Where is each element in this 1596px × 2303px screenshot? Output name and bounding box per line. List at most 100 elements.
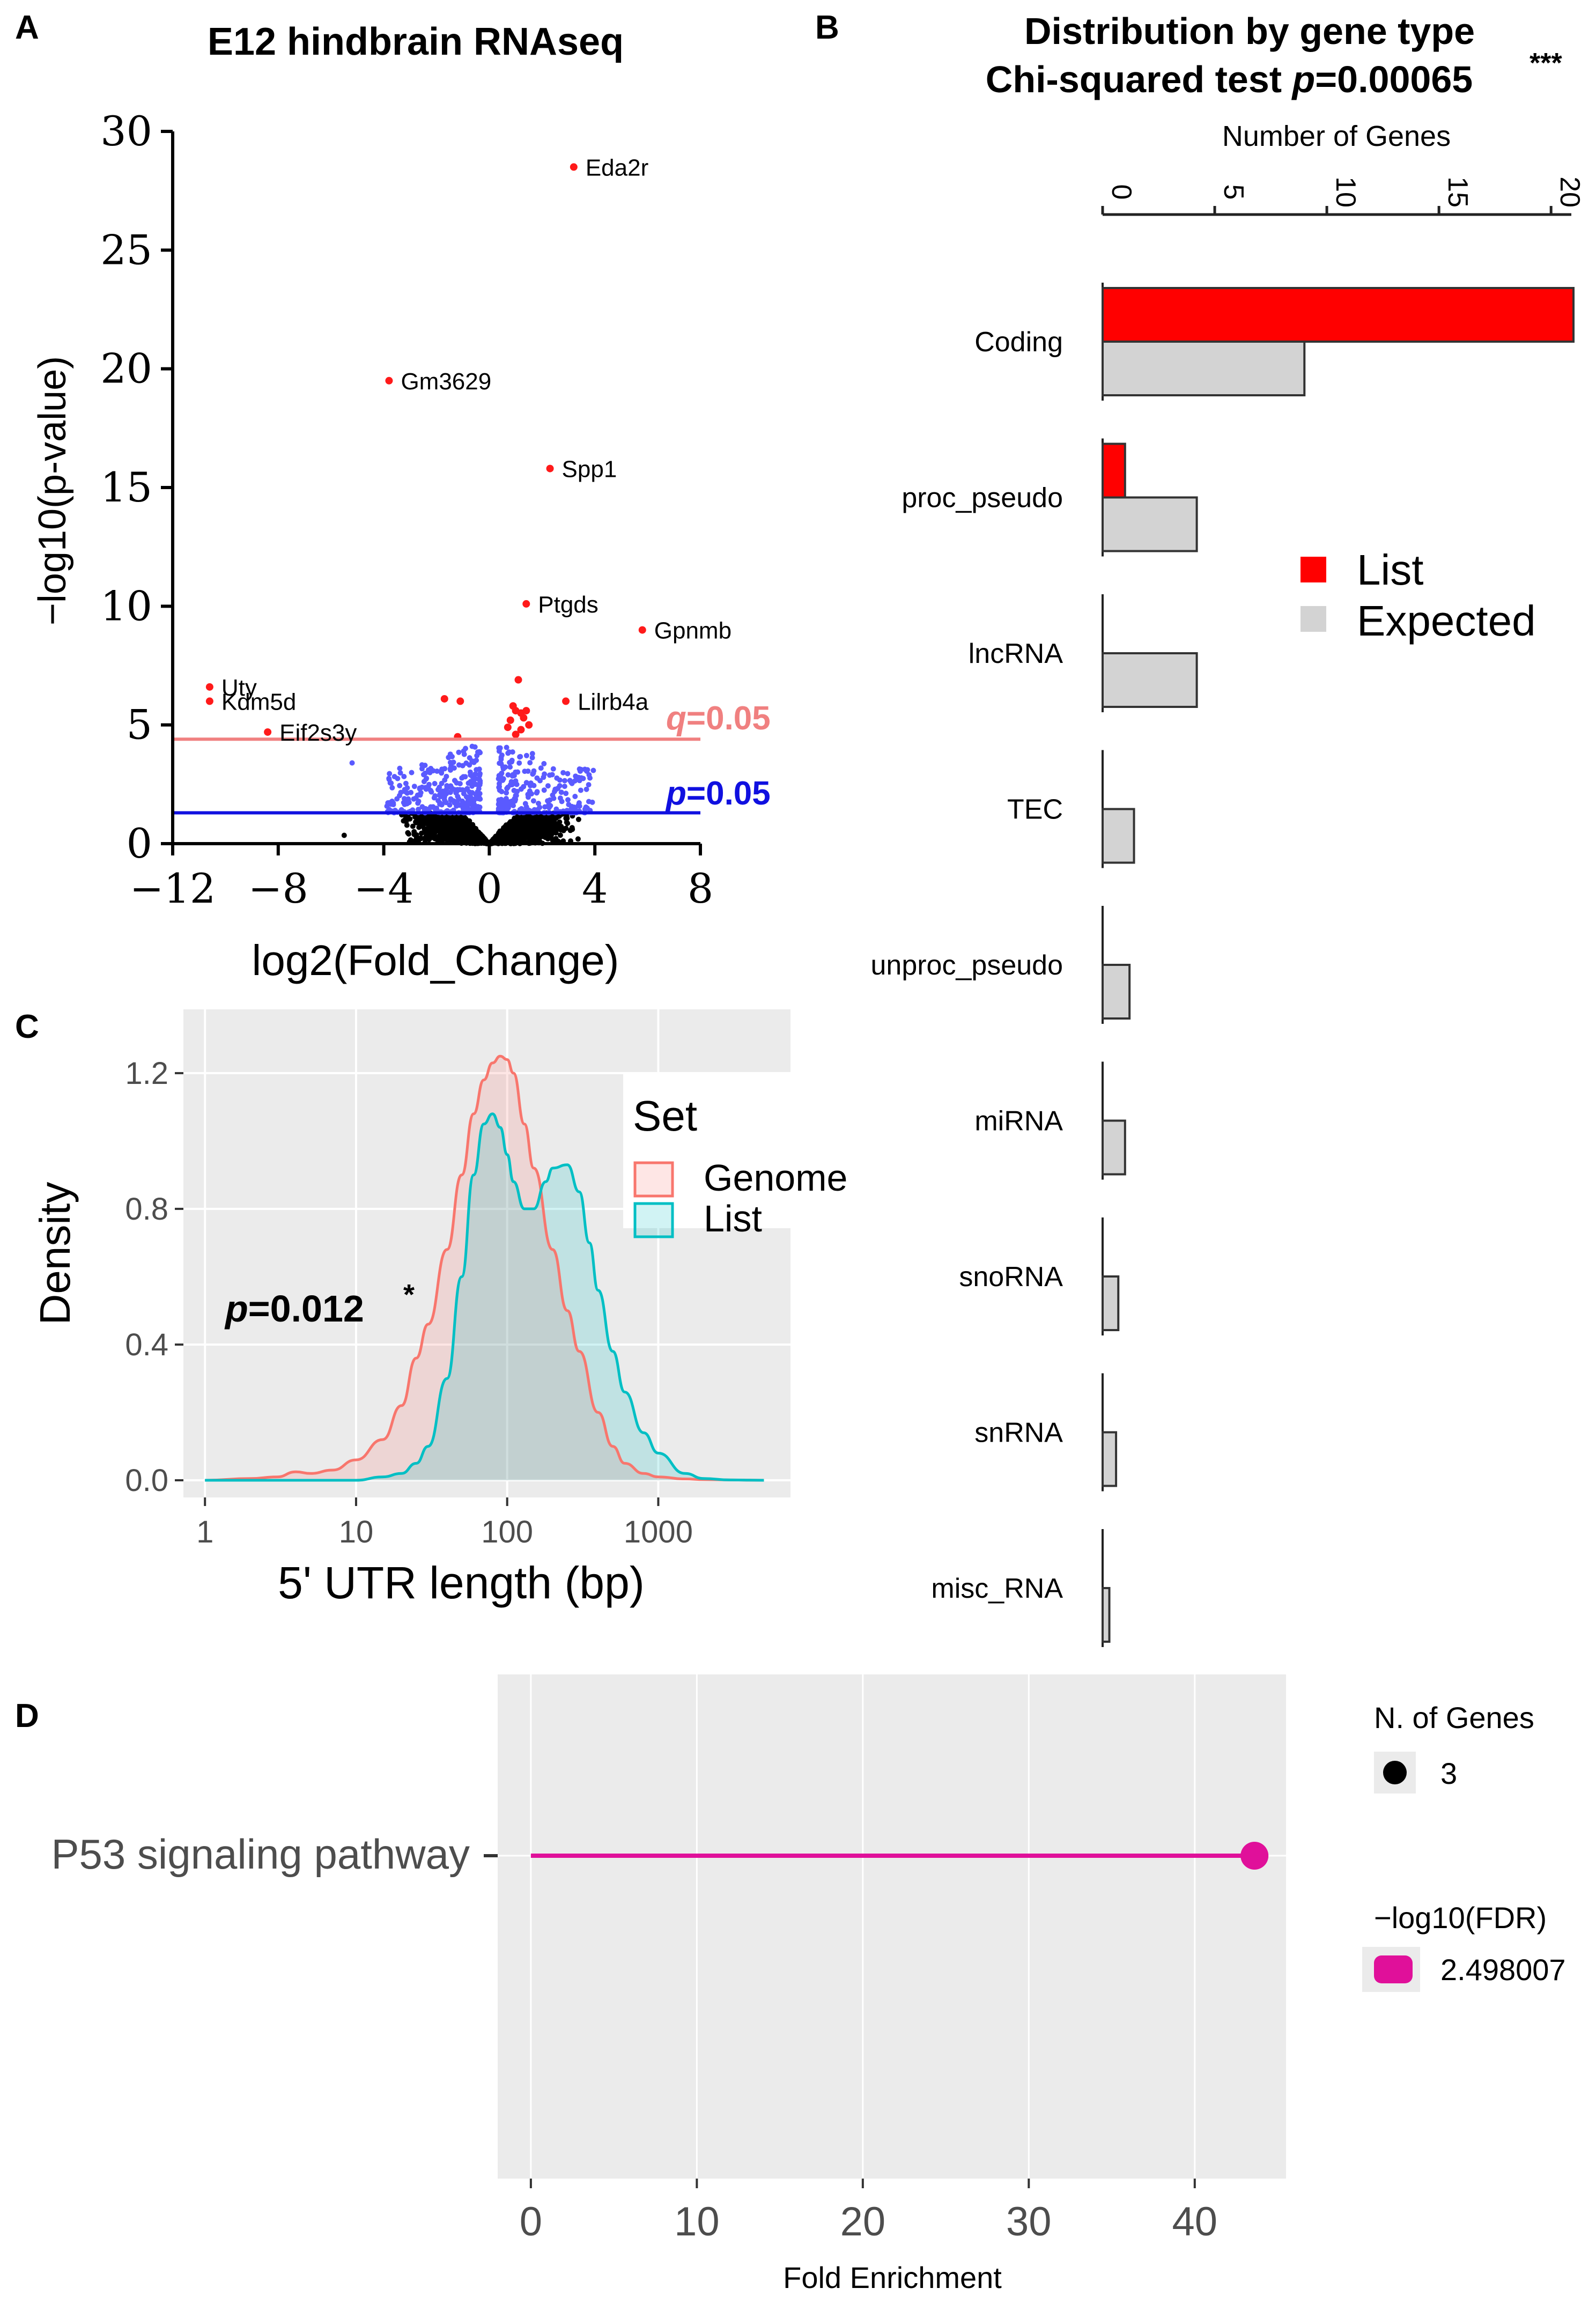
pvalue-sig-gene-point: [497, 761, 503, 766]
pvalue-sig-gene-point: [500, 776, 506, 782]
y-axis-ticks: 0 5 10 15 20 25 30: [100, 107, 173, 867]
pvalue-sig-gene-point: [550, 766, 556, 772]
panel-label-d: D: [15, 1697, 39, 1734]
color-legend-title: −log10(FDR): [1374, 1901, 1547, 1935]
density-line-list: [205, 1112, 764, 1482]
pvalue-sig-gene-point: [438, 794, 444, 800]
bar-category-label: unproc_pseudo: [870, 950, 1063, 981]
nonsig-gene-point: [463, 821, 469, 827]
nonsig-gene-point: [442, 819, 448, 825]
bar-category-label: TEC: [1007, 794, 1063, 825]
pvalue-sig-gene-point: [507, 782, 513, 788]
pvalue-sig-gene-point: [456, 749, 462, 755]
pvalue-sig-gene-point: [590, 767, 596, 773]
nonsig-gene-point: [448, 831, 454, 837]
y-tick-label: 15: [100, 463, 152, 511]
pvalue-sig-gene-point: [452, 778, 457, 784]
nonsig-gene-point: [512, 819, 518, 825]
pvalue-sig-gene-point: [417, 786, 423, 792]
enrichment-x-tick-label: 40: [1172, 2199, 1218, 2245]
x-tick-label: 4: [582, 865, 608, 912]
density-x-tick-label: 100: [481, 1515, 533, 1549]
density-y-tick-label: 0.4: [125, 1327, 168, 1362]
pvalue-sig-gene-point: [538, 765, 544, 771]
pvalue-sig-gene-point: [580, 776, 586, 781]
pvalue-sig-gene-point: [537, 778, 543, 784]
gene-label: Ptgds: [538, 592, 598, 618]
nonsig-gene-point: [413, 835, 419, 840]
pvalue-sig-gene-point: [422, 770, 428, 776]
pvalue-sig-gene-point: [477, 804, 483, 810]
pvalue-sig-gene-point: [467, 769, 473, 775]
pvalue-sig-gene-point: [387, 771, 393, 777]
bar-expected: [1102, 341, 1306, 396]
bar-axis-tick-label: 15: [1442, 176, 1473, 208]
y-tick-label: 0: [127, 820, 152, 867]
enrichment-x-tick-label: 30: [1006, 2199, 1052, 2245]
pvalue-sig-gene-point: [548, 803, 553, 809]
pvalue-sig-gene-point: [455, 793, 461, 799]
density-x-title: 5' UTR length (bp): [278, 1558, 645, 1608]
legend-swatch-expected: [1301, 606, 1326, 632]
pvalue-sig-gene-point: [561, 784, 567, 789]
density-legend-title: Set: [633, 1092, 697, 1140]
pvalue-sig-gene-point: [477, 778, 483, 784]
nonsig-gene-point: [467, 818, 472, 824]
pvalue-sig-gene-point: [531, 783, 537, 788]
pvalue-sig-gene-point: [416, 799, 422, 804]
pvalue-sig-gene-point: [390, 800, 396, 806]
pvalue-sig-gene-point: [466, 780, 471, 786]
pvalue-sig-gene-point: [397, 770, 403, 776]
pvalue-sig-gene-point: [467, 755, 472, 761]
enrichment-x-tick-label: 20: [840, 2199, 886, 2245]
bar-category-label: proc_pseudo: [902, 483, 1063, 514]
pvalue-sig-gene-point: [531, 807, 537, 813]
pvalue-sig-gene-point: [504, 744, 509, 750]
pvalue-sig-gene-point: [474, 757, 479, 763]
pvalue-sig-gene-point: [448, 797, 454, 803]
pvalue-sig-gene-point: [462, 774, 468, 780]
pvalue-sig-gene-point: [439, 767, 445, 773]
bar-title-line1: Distribution by gene type: [1024, 10, 1475, 52]
bar-expected: [1102, 1587, 1111, 1643]
nonsig-gene-point: [410, 823, 416, 829]
size-legend-title: N. of Genes: [1374, 1701, 1534, 1734]
nonsig-gene-point: [546, 818, 552, 824]
pvalue-sig-gene-point: [476, 796, 481, 801]
bar-groups: Coding proc_pseudo lncRNA TEC unproc_pseudom…: [870, 283, 1575, 1647]
bar-axis-tick-label: 5: [1218, 184, 1249, 200]
pvalue-sig-gene-point: [560, 770, 566, 776]
gene-label: Gm3629: [401, 368, 491, 395]
nonsig-gene-point: [557, 832, 563, 838]
bar-axis-tick-label: 0: [1106, 184, 1137, 200]
enrichment-panel-background: [498, 1674, 1286, 2179]
pvalue-sig-gene-point: [572, 794, 578, 799]
nonsig-gene-point: [471, 837, 477, 843]
nonsig-gene-point: [545, 824, 551, 830]
nonsig-gene-point: [522, 833, 528, 839]
nonsig-gene-point: [516, 824, 522, 830]
labeled-gene-point: [546, 464, 554, 473]
pvalue-sig-gene-point: [523, 752, 529, 758]
gene-label: Gpnmb: [654, 618, 732, 644]
pvalue-sig-gene-point: [471, 778, 477, 783]
bar-legend: List Expected: [1301, 546, 1536, 645]
pvalue-sig-gene-point: [529, 751, 535, 757]
pvalue-sig-gene-point: [515, 769, 521, 775]
labeled-gene-point: [264, 728, 272, 736]
legend-label-expected: Expected: [1357, 597, 1536, 645]
bar-category-label: snRNA: [974, 1418, 1063, 1449]
pvalue-sig-gene-point: [573, 773, 579, 779]
density-area-list: [205, 1113, 764, 1480]
pvalue-sig-gene-point: [469, 802, 475, 807]
x-axis-title: log2(Fold_Change): [252, 936, 619, 984]
labeled-gene-point: [205, 683, 213, 691]
pvalue-sig-gene-point: [397, 765, 403, 771]
legend-label-genome: Genome: [704, 1157, 847, 1199]
pvalue-sig-gene-point: [425, 784, 431, 790]
pvalue-sig-gene-point: [427, 770, 433, 776]
pvalue-sig-gene-point: [404, 790, 410, 796]
fdr-sig-gene-point: [506, 716, 514, 724]
pvalue-sig-gene-point: [411, 784, 417, 789]
